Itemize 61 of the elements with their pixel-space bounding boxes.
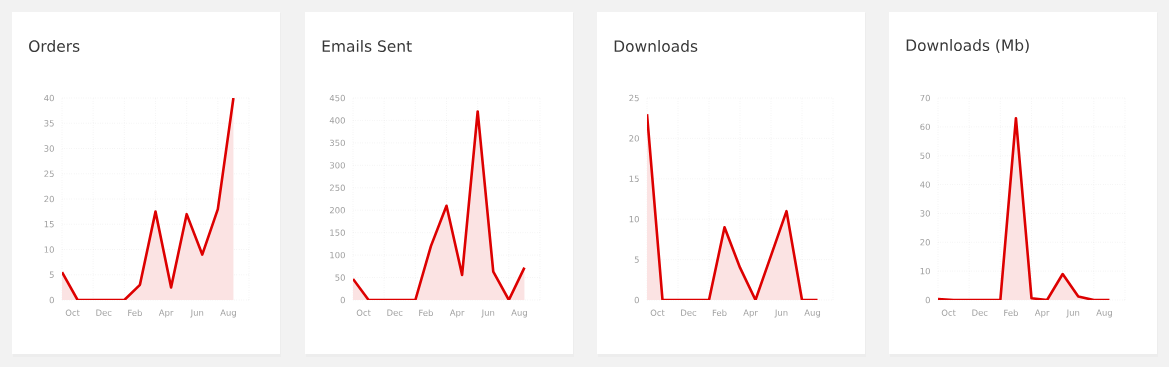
y-tick-label: 250: [329, 184, 345, 191]
x-tick-label: Aug: [1096, 309, 1112, 318]
x-tick-label: Oct: [65, 309, 80, 316]
chart-title: Orders: [29, 40, 80, 52]
y-tick-label: 20: [629, 135, 639, 142]
y-tick-label: 50: [920, 152, 930, 159]
x-tick-label: Aug: [804, 309, 821, 318]
x-tick-label: Feb: [419, 309, 433, 317]
y-tick-label: 5: [634, 256, 639, 263]
y-tick-label: 25: [44, 170, 54, 177]
y-tick-label: 300: [329, 162, 345, 169]
y-tick-label: 350: [329, 139, 345, 147]
x-tick-label: Aug: [220, 309, 236, 318]
y-tick-label: 70: [920, 94, 930, 102]
y-tick-label: 0: [634, 296, 639, 304]
x-tick-label: Dec: [96, 309, 112, 316]
y-tick-label: 200: [329, 207, 345, 214]
y-tick-label: 400: [329, 117, 345, 124]
y-tick-label: 5: [49, 271, 54, 278]
y-tick-label: 35: [44, 120, 54, 127]
y-tick-label: 10: [920, 267, 930, 275]
y-tick-label: 0: [49, 296, 54, 304]
x-tick-label: Oct: [356, 309, 371, 316]
y-tick-label: 15: [44, 221, 54, 228]
chart-title: Emails Sent: [322, 40, 412, 52]
y-tick-label: 50: [335, 274, 345, 281]
y-tick-label: 150: [330, 229, 345, 236]
x-tick-label: Jun: [774, 309, 788, 318]
y-tick-label: 30: [920, 210, 930, 217]
y-tick-label: 15: [629, 175, 639, 182]
chart-title: Downloads (Mb): [906, 39, 1029, 53]
y-tick-label: 20: [44, 195, 54, 203]
x-tick-label: Feb: [1004, 309, 1018, 317]
x-tick-label: Apr: [743, 309, 758, 318]
x-tick-label: Apr: [158, 309, 174, 318]
y-tick-label: 10: [629, 216, 639, 223]
y-tick-label: 30: [44, 145, 54, 152]
x-tick-label: Apr: [449, 309, 465, 318]
x-tick-label: Jun: [1066, 309, 1080, 318]
y-tick-label: 100: [330, 251, 345, 259]
y-tick-label: 40: [920, 181, 930, 188]
y-tick-label: 20: [920, 239, 930, 246]
x-tick-label: Jun: [190, 309, 204, 318]
x-tick-label: Feb: [128, 309, 142, 317]
x-tick-label: Dec: [681, 309, 697, 316]
x-tick-label: Jun: [481, 309, 495, 318]
y-tick-label: 25: [629, 94, 639, 102]
y-tick-label: 0: [340, 296, 345, 304]
x-tick-label: Dec: [387, 309, 403, 316]
x-tick-label: Oct: [650, 309, 665, 316]
y-tick-label: 10: [44, 246, 54, 253]
x-tick-label: Oct: [941, 309, 956, 316]
x-tick-label: Aug: [511, 309, 527, 318]
y-tick-label: 60: [920, 123, 930, 131]
x-tick-label: Dec: [972, 309, 988, 316]
y-tick-label: 0: [925, 296, 930, 304]
y-tick-label: 450: [329, 94, 345, 102]
y-tick-label: 40: [44, 94, 54, 102]
x-tick-label: Apr: [1034, 309, 1050, 318]
chart-title: Downloads: [614, 40, 698, 52]
x-tick-label: Feb: [712, 309, 727, 317]
